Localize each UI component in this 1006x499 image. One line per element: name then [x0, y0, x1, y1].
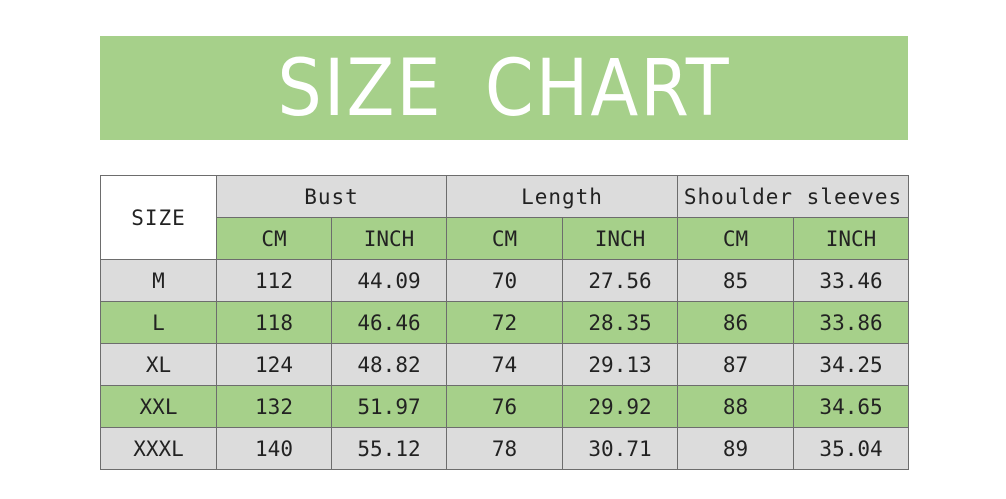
size-cell: XXL [100, 385, 217, 428]
bust-cm-cell: 112 [216, 259, 332, 302]
bust-inch-cell: 48.82 [330, 343, 448, 386]
table-row: XXL 132 51.97 76 29.92 88 34.65 [100, 385, 910, 428]
length-inch-cell: 29.13 [562, 343, 679, 386]
length-inch-cell: 28.35 [562, 301, 679, 344]
size-column-header: SIZE [100, 175, 217, 260]
size-cell: XL [100, 343, 217, 386]
table-row: XL 124 48.82 74 29.13 87 34.25 [100, 343, 910, 386]
shoulder-sleeves-group-header: Shoulder sleeves [677, 175, 910, 218]
bust-cm-cell: 124 [216, 343, 332, 386]
shoulder-cm-cell: 87 [677, 343, 795, 386]
shoulder-inch-cell: 34.25 [793, 343, 910, 386]
table-row: L 118 46.46 72 28.35 86 33.86 [100, 301, 910, 344]
length-cm-cell: 78 [446, 427, 564, 470]
table-row: M 112 44.09 70 27.56 85 33.46 [100, 259, 910, 302]
length-cm-cell: 76 [446, 385, 564, 428]
bust-cm-cell: 140 [216, 427, 332, 470]
shoulder-inch-cell: 34.65 [793, 385, 910, 428]
bust-inch-cell: 44.09 [330, 259, 448, 302]
bust-cm-header: CM [216, 217, 332, 260]
bust-inch-cell: 55.12 [330, 427, 448, 470]
bust-group-header: Bust [215, 175, 448, 218]
group-header-row: SIZE Bust Length Shoulder sleeves [100, 175, 910, 260]
unit-header-row: CM INCH CM INCH CM INCH [101, 217, 910, 260]
shoulder-cm-cell: 86 [677, 301, 795, 344]
title-banner: SIZE CHART [100, 36, 908, 140]
shoulder-cm-cell: 89 [677, 427, 795, 470]
length-inch-cell: 27.56 [562, 259, 679, 302]
length-cm-cell: 72 [446, 301, 564, 344]
bust-cm-cell: 132 [216, 385, 332, 428]
size-cell: L [100, 301, 217, 344]
bust-inch-cell: 46.46 [330, 301, 448, 344]
bust-cm-cell: 118 [216, 301, 332, 344]
table-row: XXXL 140 55.12 78 30.71 89 35.04 [100, 427, 910, 470]
shoulder-cm-cell: 85 [677, 259, 795, 302]
bust-inch-cell: 51.97 [330, 385, 448, 428]
length-inch-cell: 30.71 [562, 427, 679, 470]
size-cell: XXXL [100, 427, 217, 470]
shoulder-inch-header: INCH [793, 217, 910, 260]
length-inch-header: INCH [562, 217, 679, 260]
shoulder-inch-cell: 35.04 [793, 427, 910, 470]
shoulder-cm-cell: 88 [677, 385, 795, 428]
size-cell: M [100, 259, 217, 302]
page-title: SIZE CHART [277, 42, 731, 134]
shoulder-cm-header: CM [677, 217, 795, 260]
length-group-header: Length [446, 175, 679, 218]
size-chart-table: SIZE Bust Length Shoulder sleeves CM INC… [100, 175, 910, 470]
length-cm-header: CM [446, 217, 564, 260]
length-cm-cell: 70 [446, 259, 564, 302]
bust-inch-header: INCH [330, 217, 448, 260]
length-inch-cell: 29.92 [562, 385, 679, 428]
shoulder-inch-cell: 33.86 [793, 301, 910, 344]
length-cm-cell: 74 [446, 343, 564, 386]
shoulder-inch-cell: 33.46 [793, 259, 910, 302]
